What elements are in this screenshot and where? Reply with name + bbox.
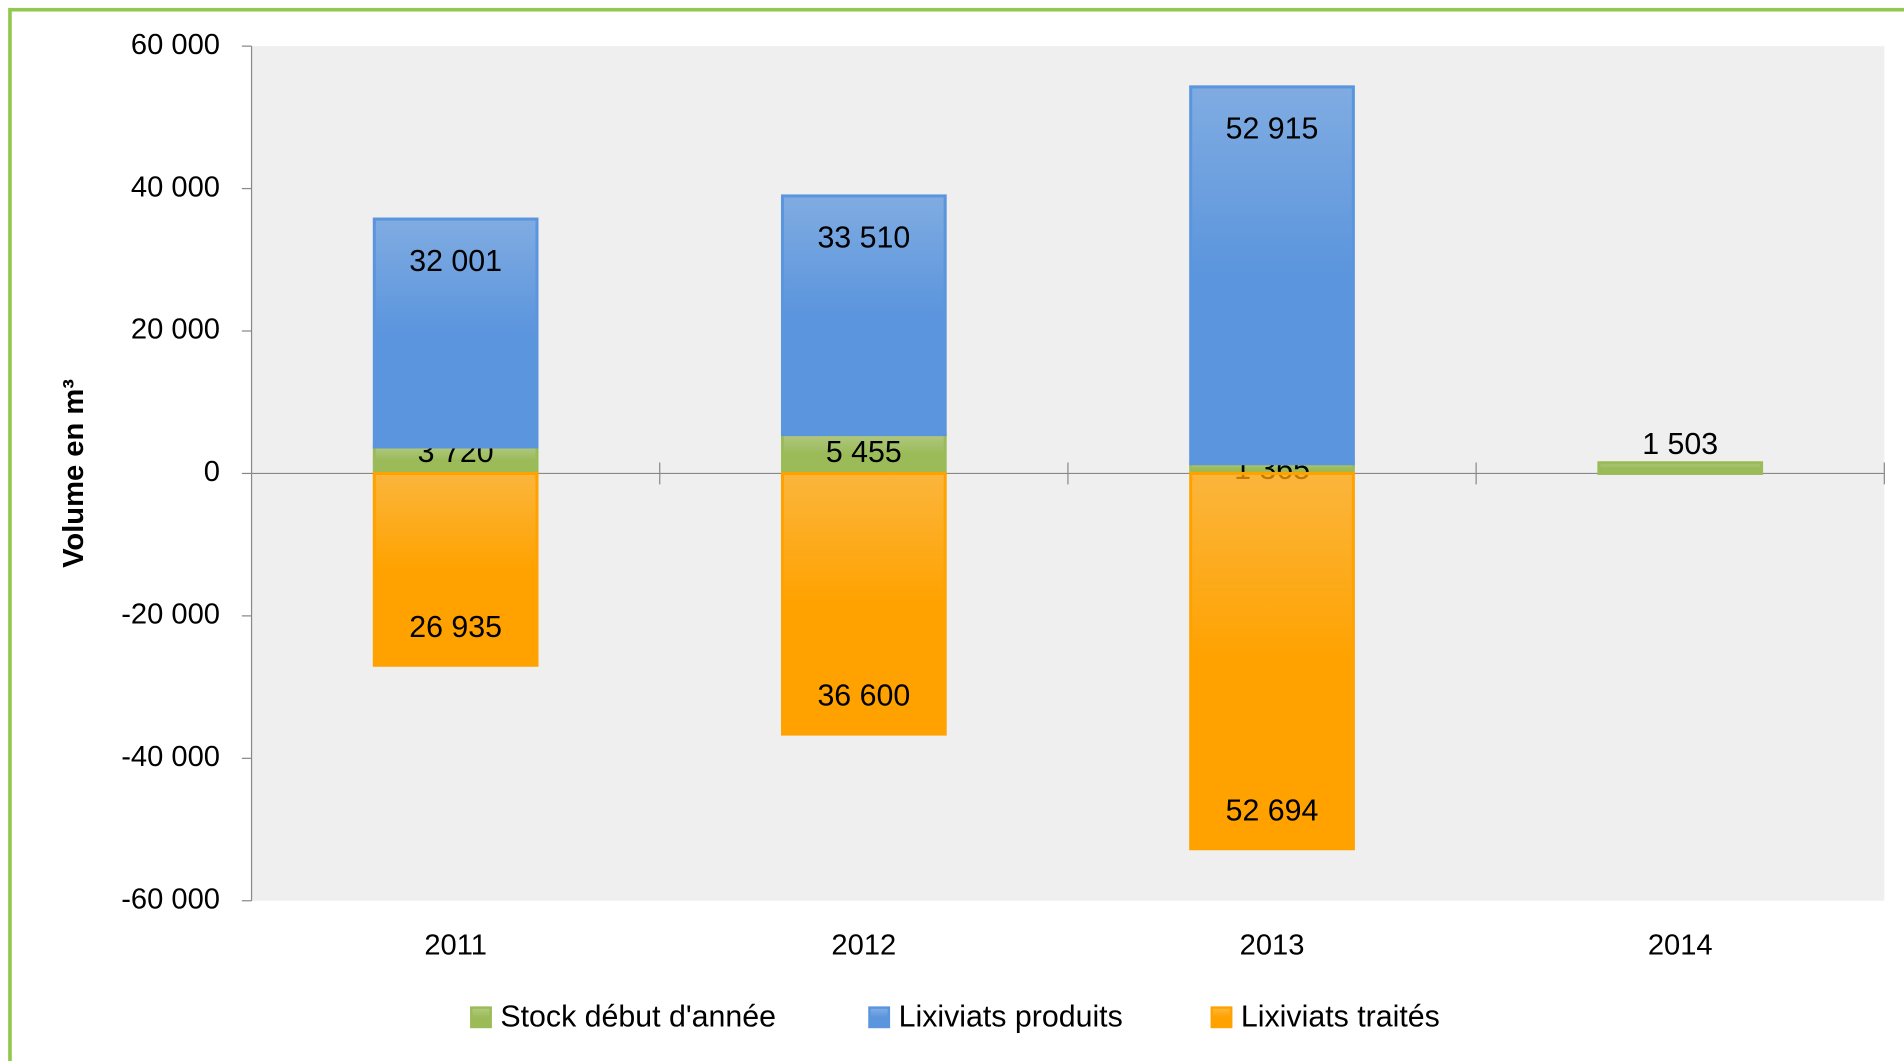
- legend-label: Stock début d'année: [500, 1001, 776, 1034]
- bar-segment: [1189, 85, 1355, 466]
- bar-segment: [372, 471, 539, 667]
- x-tick-label: 2011: [424, 930, 487, 962]
- bar-segment: [780, 433, 947, 475]
- data-label: 5 455: [826, 436, 902, 469]
- y-tick-label: -40 000: [121, 741, 220, 773]
- legend-swatch: [470, 1006, 492, 1029]
- data-label: 36 600: [817, 680, 910, 713]
- y-tick-label: -60 000: [121, 883, 220, 915]
- data-label: 1 503: [1642, 428, 1718, 461]
- legend-label: Lixiviats produits: [899, 1001, 1123, 1034]
- y-tick-label: 40 000: [131, 171, 220, 203]
- legend-label: Lixiviats traités: [1241, 1001, 1440, 1034]
- data-label: 26 935: [409, 611, 502, 644]
- bar-segment: [780, 194, 947, 437]
- y-tick-label: 0: [204, 456, 220, 488]
- y-axis-label: Volume en m³: [58, 379, 90, 568]
- y-tick-label: 20 000: [131, 314, 220, 346]
- legend-swatch: [868, 1006, 891, 1029]
- bar-segment: [372, 217, 539, 449]
- data-label: 32 001: [409, 245, 502, 278]
- bar-segment: [372, 445, 539, 475]
- bar-segment: [1189, 471, 1355, 851]
- bar-segment: [780, 471, 947, 736]
- bar-segment: [1597, 461, 1764, 475]
- y-tick-label: 60 000: [131, 29, 220, 61]
- x-tick-label: 2013: [1240, 930, 1305, 962]
- data-label: 52 915: [1226, 113, 1319, 146]
- data-label: 52 694: [1226, 794, 1319, 827]
- data-label: 33 510: [817, 222, 910, 255]
- y-tick-label: -20 000: [121, 599, 220, 631]
- x-tick-label: 2014: [1648, 930, 1713, 962]
- x-tick-label: 2012: [831, 930, 896, 962]
- legend-swatch: [1210, 1006, 1233, 1029]
